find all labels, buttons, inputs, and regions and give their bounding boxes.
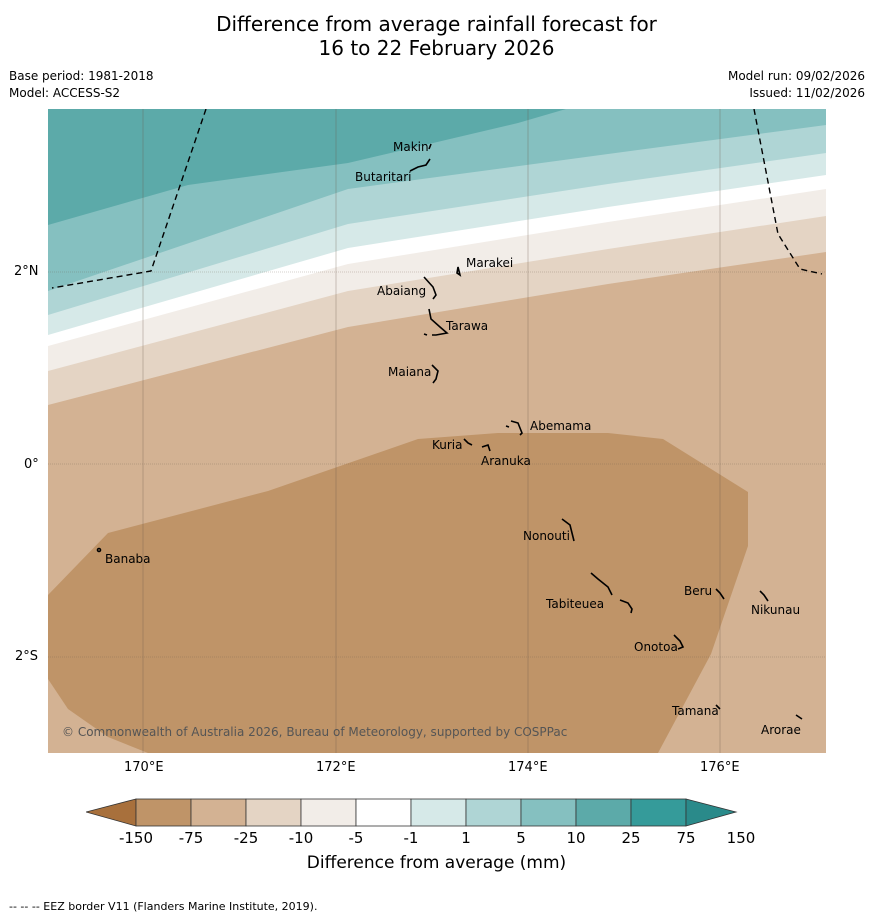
colorbar-tick-label: -75 [178,829,204,847]
island-nonouti [561,518,575,542]
label-makin: Makin [393,140,429,154]
label-butaritari: Butaritari [355,170,412,184]
colorbar-segment [300,798,357,827]
title-line-1: Difference from average rainfall forecas… [216,12,657,36]
colorbar-extend-high [685,798,738,827]
eez-border [51,109,823,289]
colorbar-tick-label: -25 [233,829,259,847]
colorbar-segment [410,798,467,827]
colorbar-segment [630,798,687,827]
island-tarawa [428,308,449,336]
colorbar [86,798,738,827]
model-name: Model: ACCESS-S2 [9,86,121,100]
island-tamana [715,704,721,710]
label-kuria: Kuria [432,438,463,452]
model-run: Model run: 09/02/2026 [727,69,865,83]
place-labels: Makin Butaritari Marakei Abaiang Tarawa … [105,140,801,737]
meta-left: Base period: 1981-2018 Model: ACCESS-S2 [9,68,154,102]
island-abemama [510,420,523,436]
island-aranuka [481,443,491,452]
band-minus-25-corner [48,679,148,753]
islands [96,143,803,720]
footer-note: -- -- -- EEZ border V11 (Flanders Marine… [9,900,318,913]
island-kuria [463,438,473,446]
colorbar-tick-label: -5 [348,829,364,847]
island-tarawa-south [423,333,428,336]
label-tabiteuea: Tabiteuea [545,597,604,611]
colorbar-segment [355,798,412,827]
island-nikunau [759,590,769,602]
colorbar-tick-label: 1 [461,829,471,847]
colorbar-segment [245,798,302,827]
label-abemama: Abemama [530,419,591,433]
colorbar-tick-label: 10 [566,829,586,847]
chart-title: Difference from average rainfall forecas… [0,12,873,60]
colorbar-tick-label: -150 [118,829,154,847]
island-beru [715,588,725,600]
colorbar-tick-label: -1 [403,829,419,847]
lon-label-170: 170°E [124,760,164,775]
band-plus-75 [48,109,566,225]
label-beru: Beru [684,584,712,598]
label-marakei: Marakei [466,256,513,270]
colorbar-segment [520,798,577,827]
lon-label-172: 172°E [316,760,356,775]
island-butaritari [409,158,431,172]
colorbar-segment [575,798,632,827]
label-abaiang: Abaiang [377,284,426,298]
base-period: Base period: 1981-2018 [9,69,154,83]
island-marakei [456,266,462,277]
colorbar-tick-label: -10 [288,829,314,847]
label-arorae: Arorae [761,723,801,737]
label-tamana: Tamana [671,704,719,718]
label-onotoa: Onotoa [634,640,678,654]
label-tarawa: Tarawa [445,319,488,333]
graticule [48,109,826,753]
colorbar-extend-low [86,798,137,827]
lon-label-176: 176°E [700,760,740,775]
colorbar-segment [135,798,192,827]
label-aranuka: Aranuka [481,454,531,468]
island-banaba [96,547,102,553]
island-abaiang [423,276,437,300]
lat-label-0: 0° [24,457,39,472]
title-line-2: 16 to 22 February 2026 [318,36,555,60]
island-onotoa [673,634,685,650]
island-tabiteuea-north [590,572,613,596]
island-arorae [795,714,803,720]
island-tabiteuea-south [619,599,633,614]
colorbar-segment [190,798,247,827]
label-nonouti: Nonouti [523,529,570,543]
copyright-text: © Commonwealth of Australia 2026, Bureau… [62,725,567,739]
lon-label-174: 174°E [508,760,548,775]
label-maiana: Maiana [388,365,431,379]
band-minus-75 [48,433,748,753]
colorbar-segment [465,798,522,827]
colorbar-tick-label: 25 [621,829,641,847]
issued-date: Issued: 11/02/2026 [749,86,865,100]
island-makin [428,143,432,150]
colorbar-tick-label: 75 [676,829,696,847]
rainfall-map: Makin Butaritari Marakei Abaiang Tarawa … [48,109,826,753]
colorbar-tick-label: 150 [726,829,756,847]
label-banaba: Banaba [105,552,151,566]
label-nikunau: Nikunau [751,603,800,617]
meta-right: Model run: 09/02/2026 Issued: 11/02/2026 [728,68,865,102]
lat-label-2s: 2°S [15,649,39,664]
island-maiana [431,364,439,384]
lat-label-2n: 2°N [14,264,39,279]
colorbar-tick-label: 5 [516,829,526,847]
colorbar-title: Difference from average (mm) [306,853,567,873]
island-abemama-islet [505,425,510,428]
